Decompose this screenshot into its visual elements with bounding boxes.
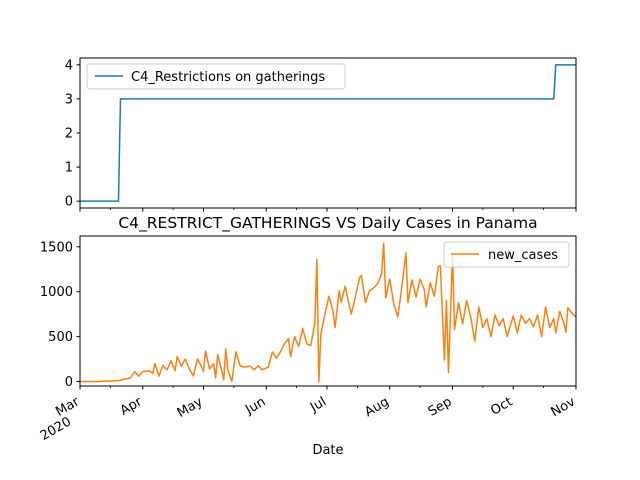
top-subplot: 0 1 2 3 4 C4_Restrictions on gatherings [65,57,577,212]
top-legend: C4_Restrictions on gatherings [86,63,346,90]
top-legend-box [86,63,346,90]
bottom-chart-title: C4_RESTRICT_GATHERINGS VS Daily Cases in… [118,214,537,233]
bottom-legend-box [443,241,570,268]
bottom-plot-area [80,242,577,383]
y-tick-label: 3 [65,92,73,107]
y-tick-label: 4 [65,58,73,73]
y-tick-label: 1000 [40,285,73,300]
y-tick-label: 2 [65,127,73,142]
series-line-new-cases [80,242,577,383]
y-tick-label: 500 [48,330,73,345]
bottom-y-ticks: 0 500 1000 1500 [40,240,80,390]
bottom-x-axis-label: Date [312,443,343,458]
top-y-ticks: 0 1 2 3 4 [65,58,80,210]
series-line-c4-restrictions-on-gatherings [80,64,576,202]
y-tick-label: 0 [65,375,73,390]
top-plot-area [80,64,576,202]
top-legend-label: C4_Restrictions on gatherings [131,70,325,85]
bottom-axes-frame [79,235,577,387]
y-tick-label: 0 [65,195,73,210]
y-tick-label: 1 [65,161,73,176]
x-tick-label: Jul [307,394,329,415]
bottom-legend: new_cases [443,241,570,268]
top-x-ticks [79,208,577,212]
bottom-legend-label: new_cases [488,248,558,263]
y-tick-label: 1500 [40,240,73,255]
